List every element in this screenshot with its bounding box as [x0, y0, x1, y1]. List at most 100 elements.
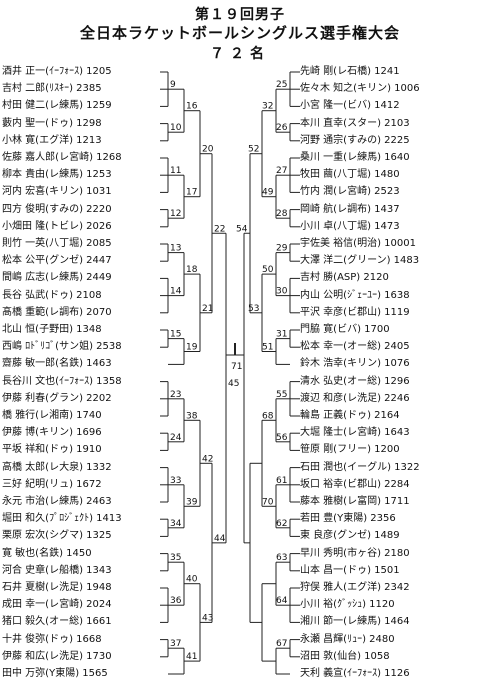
match-number: 67: [276, 639, 287, 649]
player-entry-left: 堀田 和久(ﾌﾟﾛｼﾞｪｸﾄ) 1413: [2, 513, 122, 525]
player-entry-left: 髙橋 重範(レ調布) 2070: [2, 306, 112, 318]
player-entry-left: 伊藤 利春(グラン) 2202: [2, 392, 112, 404]
player-entry-right: 内山 公明(ｼﾞｪｰﾕｰ) 1638: [300, 289, 410, 301]
player-entry-left: 十井 俊弥(ドゥ) 1668: [2, 633, 102, 645]
match-number: 64: [276, 596, 288, 606]
player-entry-right: 藤本 雅樹(レ富岡) 1711: [300, 496, 410, 507]
player-entry-right: 小川 裕(ｸﾞｯｼｭ) 1120: [300, 599, 395, 611]
match-number: 26: [276, 123, 288, 133]
player-entry-left: 成田 幸一(レ宮崎) 2024: [2, 599, 112, 611]
player-entry-right: 本川 直幸(スター) 2103: [300, 117, 410, 129]
match-number: 17: [186, 188, 197, 198]
match-number: 42: [202, 454, 213, 464]
match-number: 31: [276, 330, 287, 340]
match-number: 38: [186, 411, 198, 421]
player-entry-left: 西嶋 ﾛﾄﾞﾘｺﾞ(サン姐) 2538: [2, 341, 122, 353]
player-entry-right: 佐々木 知之(キリン) 1006: [300, 83, 420, 95]
player-entry-right: 輪島 正義(ドゥ) 2164: [300, 410, 400, 421]
match-number: 21: [202, 304, 213, 314]
match-number: 40: [186, 575, 198, 585]
match-number: 41: [186, 652, 197, 662]
player-entry-right: 天利 義宣(ｲｰﾌｫｰｽ) 1126: [300, 668, 410, 679]
match-number: 30: [276, 287, 288, 297]
match-number: 16: [186, 102, 198, 112]
player-entry-left: 永元 市治(レ練馬) 2463: [2, 496, 112, 507]
match-number: 15: [170, 330, 181, 340]
player-entry-left: 則竹 一英(八丁堀) 2085: [2, 238, 112, 249]
match-number: 12: [170, 209, 181, 219]
tournament-name: 全日本ラケットボールシングルス選手権大会: [79, 24, 400, 42]
player-entry-right: 鈴木 浩幸(キリン) 1076: [300, 358, 410, 370]
player-entry-right: 清水 弘史(オー総) 1296: [300, 375, 410, 387]
player-entry-left: 伊藤 博(キリン) 1696: [2, 427, 102, 439]
player-entry-right: 門脇 寛(ビバ) 1700: [300, 324, 390, 335]
player-entry-right: 吉村 勝(ASP) 2120: [300, 272, 389, 284]
player-entry-right: 沼田 敦(仙台) 1058: [300, 650, 390, 662]
player-entry-left: 小畑田 隆(トビレ) 2026: [2, 220, 112, 232]
player-entry-left: 長谷川 文也(ｲｰﾌｫｰｽ) 1358: [2, 375, 122, 387]
match-number: 23: [170, 390, 181, 400]
player-entry-right: 河野 通宗(すみの) 2225: [300, 134, 410, 146]
player-entry-left: 酒井 正一(ｲｰﾌｫｰｽ) 1205: [2, 66, 112, 77]
player-entry-left: 小林 寛(エグ洋) 1213: [2, 134, 102, 146]
match-number: 24: [170, 433, 182, 443]
page-title: 第１９回男子: [195, 7, 285, 23]
player-entry-right: 小宮 隆一(ビバ) 1412: [300, 100, 400, 112]
match-number: 39: [186, 497, 198, 507]
match-number: 54: [236, 224, 248, 234]
match-number: 25: [276, 80, 287, 90]
match-number: 45: [228, 379, 239, 389]
match-number: 28: [276, 209, 288, 219]
player-entry-right: 松本 幸一(オー総) 2405: [300, 341, 410, 353]
player-entry-right: 坂口 裕幸(ビ郡山) 2284: [300, 478, 410, 490]
player-entry-left: 栗原 宏次(シグマ) 1325: [2, 530, 112, 542]
match-number: 10: [170, 123, 182, 133]
player-entry-left: 長谷 弘武(ドゥ) 2108: [2, 289, 102, 301]
player-entry-left: 村田 健二(レ練馬) 1259: [2, 100, 112, 112]
match-number: 22: [214, 224, 225, 234]
player-entry-right: 小川 卓(八丁堀) 1473: [300, 220, 400, 232]
match-number: 32: [262, 102, 273, 112]
player-entry-right: 若田 豊(Y東陽) 2356: [300, 513, 396, 525]
match-number: 19: [186, 343, 198, 353]
player-entry-left: 間嶋 広志(レ練馬) 2449: [2, 272, 112, 284]
match-number: 61: [276, 476, 287, 486]
player-entry-right: 石田 潤也(イーグル) 1322: [300, 461, 420, 473]
player-entry-left: 藪内 聖一(ドゥ) 1298: [2, 117, 102, 129]
match-number: 53: [248, 304, 259, 314]
player-entry-right: 平沢 幸彦(ビ郡山) 1119: [300, 306, 410, 318]
player-entry-right: 笹原 剛(フリー) 1200: [300, 444, 400, 456]
player-entry-right: 狩俣 雅人(エグ洋) 2342: [300, 582, 410, 593]
player-entry-left: 河内 宏喜(キリン) 1031: [2, 186, 112, 198]
player-entry-left: 齋藤 敏一郎(名鉄) 1463: [2, 358, 112, 370]
match-number: 55: [276, 390, 287, 400]
player-entry-left: 吉村 二郎(ﾘｽｷｰ) 2385: [2, 83, 102, 95]
match-number: 51: [262, 343, 273, 353]
player-entry-right: 大澤 洋二(グリーン) 1483: [300, 255, 420, 267]
player-entry-right: 岡崎 航(レ調布) 1437: [300, 203, 400, 215]
match-number: 35: [170, 553, 181, 563]
match-number: 37: [170, 639, 181, 649]
player-entry-left: 四方 俊明(すみの) 2220: [2, 203, 112, 215]
player-entry-left: 河合 史章(レ船橋) 1343: [2, 564, 112, 576]
match-number: 63: [276, 553, 287, 563]
player-entry-right: 渡辺 和彦(レ洗足) 2246: [300, 392, 410, 404]
player-entry-left: 高橋 太郎(レ大泉) 1332: [2, 461, 112, 473]
match-number: 36: [170, 596, 182, 606]
match-number: 13: [170, 244, 181, 254]
player-entry-right: 牧田 繭(八丁堀) 1480: [300, 169, 400, 181]
match-number: 27: [276, 166, 287, 176]
player-entry-right: 先崎 剛(レ石橋) 1241: [300, 66, 400, 77]
match-number: 52: [248, 145, 259, 155]
match-number: 50: [262, 265, 274, 275]
match-number: 11: [170, 166, 181, 176]
player-entry-left: 田中 万弥(Y東陽) 1565: [2, 668, 108, 679]
player-entry-right: 湘川 節一(レ練馬) 1464: [300, 616, 410, 628]
match-number: 56: [276, 433, 288, 443]
match-number: 68: [262, 411, 274, 421]
player-entry-left: 猪口 毅久(オー総) 1661: [2, 616, 112, 628]
match-number: 62: [276, 519, 287, 529]
player-entry-right: 桑川 一重(レ練馬) 1640: [300, 152, 410, 163]
player-entry-left: 佐藤 嘉人郎(レ宮崎) 1268: [2, 152, 122, 163]
